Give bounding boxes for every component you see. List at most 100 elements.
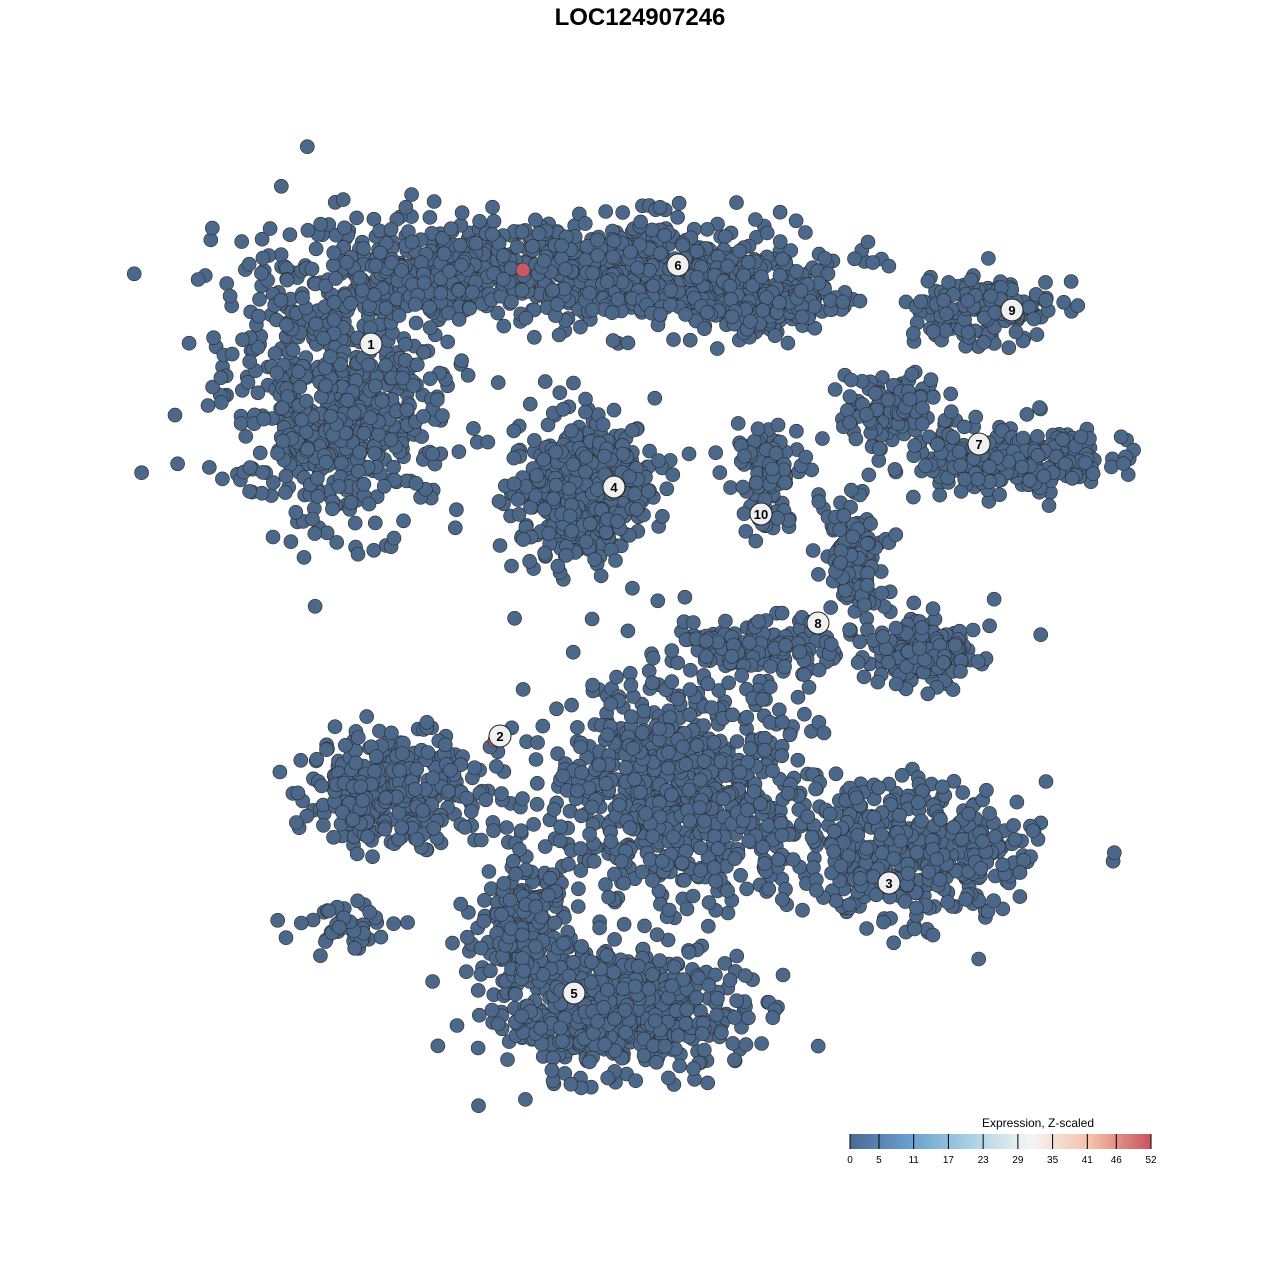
data-point (729, 195, 744, 210)
data-point (1063, 274, 1079, 289)
data-point (797, 706, 812, 722)
data-point (537, 374, 553, 389)
data-point (651, 721, 667, 737)
data-point (720, 905, 736, 921)
data-point (343, 295, 358, 311)
data-point (279, 272, 295, 288)
data-point (420, 745, 436, 760)
data-point (255, 465, 271, 480)
data-point (645, 278, 661, 294)
data-point (742, 635, 757, 650)
data-point (510, 492, 526, 507)
data-point (718, 768, 733, 783)
data-point (383, 432, 399, 448)
data-point (1065, 470, 1080, 486)
data-point (1041, 498, 1057, 513)
data-point (661, 902, 677, 918)
data-point (329, 535, 345, 550)
data-point (925, 324, 941, 339)
data-point (987, 305, 1003, 320)
data-point (134, 465, 149, 481)
data-point (957, 471, 973, 487)
data-point (774, 748, 790, 764)
data-point (788, 213, 804, 229)
data-point (982, 618, 997, 634)
data-point (678, 307, 693, 322)
data-point (553, 819, 569, 835)
data-point (762, 715, 778, 730)
data-point (347, 515, 363, 531)
data-point (636, 703, 652, 719)
data-point (888, 527, 904, 543)
data-point (582, 285, 597, 301)
data-point (326, 312, 342, 328)
data-point (755, 303, 771, 318)
data-point (584, 611, 600, 627)
data-point (1030, 448, 1046, 463)
data-point (459, 790, 475, 806)
data-point (718, 229, 733, 244)
data-point (798, 225, 813, 240)
data-point (742, 314, 758, 329)
data-point (409, 357, 425, 373)
data-point (331, 479, 347, 494)
data-point (282, 227, 298, 242)
data-point (871, 441, 887, 456)
data-point (608, 553, 623, 568)
data-point (240, 374, 256, 390)
data-point (693, 772, 708, 788)
data-point (467, 760, 482, 776)
data-point (605, 333, 621, 348)
data-point (789, 264, 804, 279)
data-point (310, 470, 325, 486)
data-point (801, 679, 817, 695)
data-point (651, 453, 666, 468)
data-point (807, 299, 822, 314)
data-point (707, 828, 722, 844)
data-point (600, 727, 616, 743)
data-point (770, 417, 786, 433)
data-point (610, 514, 625, 529)
data-point (876, 914, 891, 930)
data-point (1012, 889, 1028, 904)
data-point (451, 444, 467, 460)
data-point (615, 446, 631, 462)
data-point (811, 567, 826, 582)
data-point (546, 802, 562, 817)
data-point (955, 785, 971, 800)
data-point (764, 461, 780, 477)
data-point (409, 761, 425, 777)
data-point (848, 431, 864, 447)
data-point (627, 486, 643, 502)
data-point (234, 234, 249, 249)
data-point (757, 742, 773, 758)
data-point (772, 204, 788, 220)
data-point (689, 269, 705, 285)
data-point (736, 268, 752, 283)
data-point (692, 800, 708, 815)
data-point (700, 676, 716, 692)
data-point (219, 276, 234, 291)
data-point (732, 764, 748, 780)
data-point (986, 591, 1002, 607)
data-point (409, 832, 425, 847)
data-point (768, 446, 784, 461)
data-point (674, 855, 690, 871)
data-point (603, 696, 619, 712)
data-point (377, 821, 393, 837)
data-point (578, 404, 593, 420)
data-point (367, 446, 383, 461)
data-point (697, 321, 712, 337)
data-point (591, 757, 607, 773)
data-point (689, 244, 705, 259)
data-point (936, 655, 951, 670)
data-point (681, 446, 697, 462)
data-point (660, 760, 676, 776)
data-point (422, 210, 438, 225)
data-point (506, 476, 522, 492)
data-point (545, 282, 560, 298)
data-point (1022, 472, 1037, 488)
data-point (296, 550, 312, 565)
data-point (659, 481, 675, 497)
